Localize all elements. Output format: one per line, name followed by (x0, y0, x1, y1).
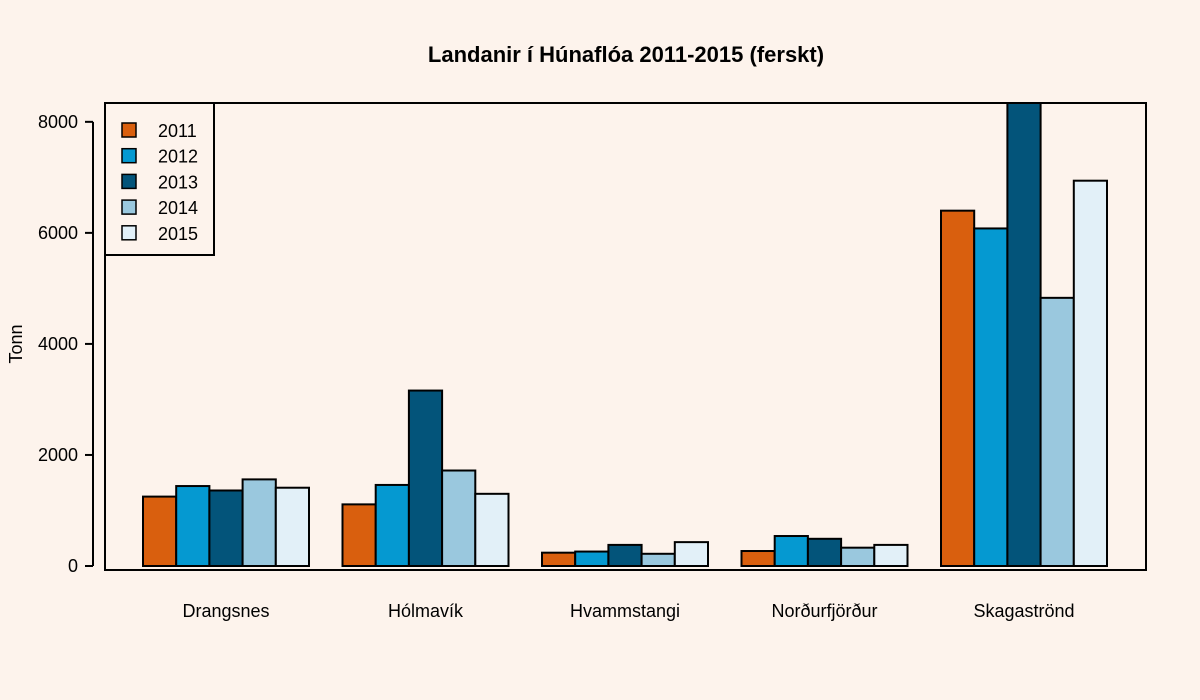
plot-frame (104, 102, 1147, 571)
legend-label-2015: 2015 (158, 224, 198, 244)
bar-Hólmavík-2013 (407, 389, 444, 567)
legend-label-2014: 2014 (158, 198, 198, 218)
legend-swatch-2011 (121, 122, 137, 138)
legend-swatch-2015 (121, 225, 137, 241)
bar-Skagaströnd-2012 (973, 227, 1009, 567)
y-tick-label: 4000 (38, 334, 78, 354)
bar-Hvammstangi-2015 (673, 541, 709, 568)
x-tick-label: Drangsnes (182, 601, 269, 621)
legend-label-2013: 2013 (158, 172, 198, 192)
bar-Hvammstangi-2013 (607, 543, 643, 568)
y-tick-label: 2000 (38, 445, 78, 465)
bar-Drangsnes-2015 (274, 486, 310, 567)
x-axis: Drangsnes Hólmavík Hvammstangi Norðurfjörðu… (182, 601, 1074, 621)
bar-Hólmavík-2015 (474, 492, 510, 568)
bar-Drangsnes-2011 (142, 495, 178, 568)
x-tick-label: Hvammstangi (570, 601, 680, 621)
legend-label-2012: 2012 (158, 147, 198, 167)
bar-Drangsnes-2014 (241, 478, 277, 568)
chart-title: Landanir í Húnaflóa 2011-2015 (ferskt) (428, 42, 824, 67)
x-tick-label: Hólmavík (388, 601, 464, 621)
y-tick-label: 8000 (38, 112, 78, 132)
y-tick-label: 6000 (38, 223, 78, 243)
x-tick-label: Norðurfjörður (771, 601, 877, 621)
legend-swatch-2014 (121, 199, 137, 215)
bar-Skagaströnd-2014 (1039, 296, 1075, 567)
bar-Drangsnes-2013 (208, 489, 244, 567)
y-axis: 0 2000 4000 6000 8000 (38, 112, 94, 576)
bar-Drangsnes-2012 (175, 485, 211, 567)
bar-Skagaströnd-2011 (940, 209, 976, 567)
bar-Hvammstangi-2011 (541, 551, 577, 567)
bar-Hólmavík-2014 (441, 469, 477, 568)
bar-Norðurfjörður-2015 (873, 543, 909, 568)
bar-Norðurfjörður-2014 (840, 546, 876, 567)
legend-label-2011: 2011 (158, 121, 197, 141)
x-tick-label: Skagaströnd (973, 601, 1074, 621)
bar-Hvammstangi-2012 (574, 550, 610, 567)
y-axis-label: Tonn (6, 324, 26, 363)
bar-Norðurfjörður-2013 (806, 537, 843, 567)
bar-Skagaströnd-2013 (1006, 102, 1042, 567)
bar-Norðurfjörður-2012 (773, 535, 809, 568)
y-tick-label: 0 (68, 556, 78, 576)
bar-Hólmavík-2012 (374, 483, 410, 567)
legend-swatch-2012 (121, 147, 137, 164)
legend-swatch-2013 (121, 173, 137, 190)
bars-group (142, 102, 1109, 568)
bar-Skagaströnd-2015 (1072, 179, 1109, 567)
bar-Hvammstangi-2014 (640, 552, 676, 567)
bar-Norðurfjörður-2011 (740, 550, 776, 568)
bar-Hólmavík-2011 (341, 503, 377, 567)
legend: 2011 2012 2013 2014 2015 (104, 102, 215, 256)
